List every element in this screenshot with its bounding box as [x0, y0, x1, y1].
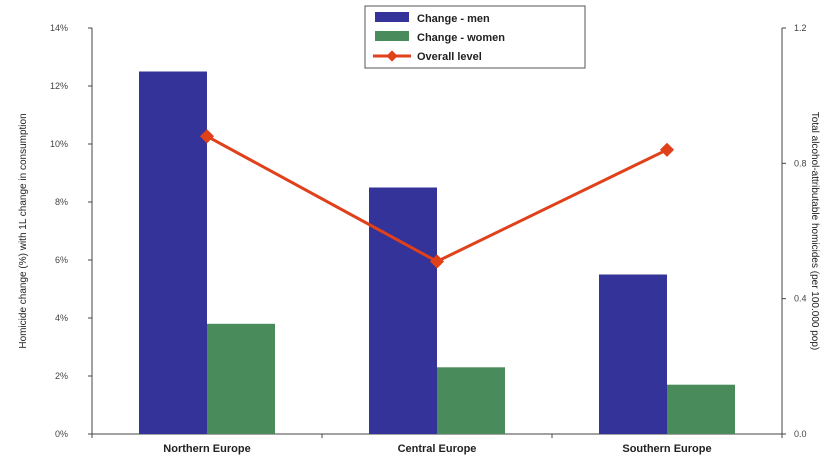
- legend-swatch: [375, 12, 409, 22]
- x-category-label: Central Europe: [398, 443, 477, 455]
- left-tick-label: 6%: [55, 255, 68, 265]
- x-category-label: Northern Europe: [163, 443, 250, 455]
- right-tick-label: 0.4: [794, 294, 807, 304]
- left-tick-label: 0%: [55, 429, 68, 439]
- legend-label: Overall level: [417, 51, 482, 63]
- left-tick-label: 12%: [50, 81, 68, 91]
- bar-change-men: [599, 274, 667, 434]
- right-tick-label: 0.0: [794, 429, 807, 439]
- overall-level-marker: [199, 129, 215, 144]
- legend-label: Change - women: [417, 32, 505, 44]
- left-tick-label: 10%: [50, 139, 68, 149]
- bar-change-men: [139, 71, 207, 434]
- left-tick-label: 2%: [55, 371, 68, 381]
- bar-change-men: [369, 187, 437, 434]
- overall-level-marker: [429, 254, 445, 269]
- right-tick-label: 1.2: [794, 23, 807, 33]
- bar-change-women: [207, 323, 275, 434]
- right-tick-label: 0.8: [794, 158, 807, 168]
- left-tick-label: 14%: [50, 23, 68, 33]
- legend-swatch: [375, 31, 409, 41]
- y-left-axis-title: Homicide change (%) with 1L change in co…: [18, 113, 29, 348]
- y-right-axis-title: Total alcohol-attributable homicides (pe…: [809, 112, 820, 350]
- overall-level-marker: [659, 142, 675, 157]
- x-category-label: Southern Europe: [622, 443, 711, 455]
- bar-change-women: [667, 384, 735, 434]
- left-tick-label: 8%: [55, 197, 68, 207]
- left-tick-label: 4%: [55, 313, 68, 323]
- legend-label: Change - men: [417, 13, 490, 25]
- legend-swatch-marker: [386, 50, 398, 62]
- bar-change-women: [437, 367, 505, 434]
